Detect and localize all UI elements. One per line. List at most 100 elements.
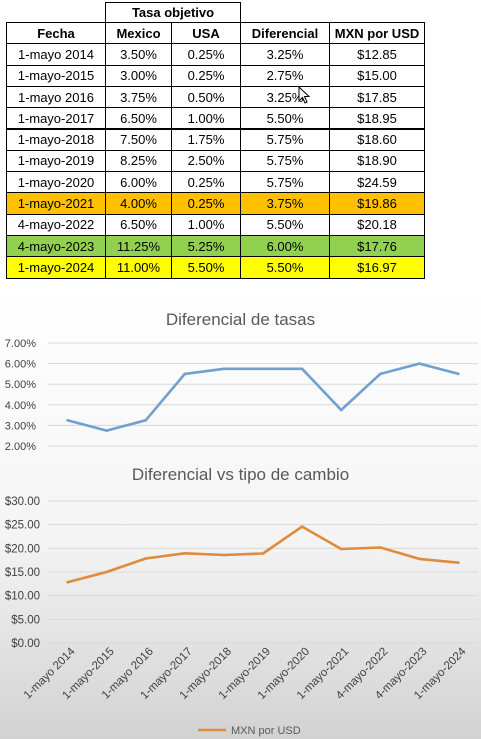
table-cell[interactable]: 5.25%: [171, 235, 241, 258]
table-cell[interactable]: 3.75%: [240, 192, 330, 215]
table-cell[interactable]: 0.50%: [171, 85, 241, 109]
data-point: [339, 547, 343, 551]
data-point: [418, 557, 421, 561]
table-cell[interactable]: 0.25%: [171, 64, 241, 87]
table-cell[interactable]: 1-mayo 2016: [6, 85, 106, 109]
mouse-cursor-icon: [298, 86, 311, 104]
table-cell[interactable]: 5.75%: [240, 128, 330, 151]
table-cell[interactable]: 6.50%: [105, 107, 172, 130]
y-tick-label: 4.00%: [5, 400, 36, 412]
table-cell[interactable]: 4.00%: [105, 192, 172, 215]
table-cell[interactable]: 6.00%: [105, 171, 172, 194]
data-point: [183, 552, 187, 555]
data-point: [105, 570, 108, 574]
table-cell[interactable]: 1-mayo 2014: [6, 43, 106, 66]
data-point: [300, 367, 304, 371]
group-header-tasa-objetivo[interactable]: Tasa objetivo: [105, 2, 241, 23]
data-point: [418, 362, 421, 365]
table-cell[interactable]: 1-mayo-2020: [6, 171, 106, 194]
table-cell[interactable]: 0.25%: [171, 192, 241, 215]
table-cell[interactable]: 5.75%: [240, 149, 330, 173]
data-point: [222, 553, 226, 557]
y-tick-label: 5.00%: [5, 379, 36, 391]
table-cell[interactable]: 5.75%: [240, 171, 330, 194]
column-header[interactable]: USA: [171, 22, 241, 45]
table-cell[interactable]: 0.25%: [171, 43, 241, 66]
table-cell[interactable]: 3.25%: [240, 43, 330, 66]
data-point: [261, 367, 265, 371]
data-point: [66, 418, 69, 422]
column-header[interactable]: Diferencial: [240, 22, 330, 45]
data-point: [183, 372, 187, 376]
table-cell[interactable]: 5.50%: [240, 107, 330, 130]
table-cell[interactable]: 8.25%: [105, 149, 172, 173]
table-cell[interactable]: $16.97: [329, 256, 425, 279]
table-cell[interactable]: 1-mayo-2018: [6, 128, 106, 151]
table-cell[interactable]: 11.25%: [105, 235, 172, 258]
y-tick-label: 3.00%: [5, 420, 36, 432]
data-point: [378, 372, 382, 376]
table-cell[interactable]: 1.00%: [171, 107, 241, 130]
table-cell[interactable]: 5.50%: [171, 256, 241, 279]
table-cell[interactable]: 4-mayo-2022: [6, 213, 106, 236]
table-cell[interactable]: 3.75%: [105, 85, 172, 109]
table-cell[interactable]: $19.86: [329, 192, 425, 215]
table-cell[interactable]: $18.60: [329, 128, 425, 151]
table-cell[interactable]: $20.18: [329, 213, 425, 236]
data-point: [66, 580, 69, 584]
table-cell[interactable]: $18.90: [329, 149, 425, 173]
table-cell[interactable]: 1.75%: [171, 128, 241, 151]
data-point: [457, 372, 460, 376]
table-cell[interactable]: $24.59: [329, 171, 425, 194]
spreadsheet-area: Tasa objetivo Fecha Mexico USA Diferencial MX…: [0, 0, 481, 292]
table-cell[interactable]: 1.00%: [171, 213, 241, 236]
table-cell[interactable]: 1-mayo-2015: [6, 64, 106, 87]
y-tick-label: $0.00: [11, 638, 40, 650]
table-cell[interactable]: $17.85: [329, 85, 425, 109]
table-cell[interactable]: 6.50%: [105, 213, 172, 236]
table-cell[interactable]: 11.00%: [105, 256, 172, 279]
y-tick-label: $20.00: [5, 543, 40, 555]
table-cell[interactable]: 3.50%: [105, 43, 172, 66]
table-cell[interactable]: 5.50%: [240, 213, 330, 236]
table-cell[interactable]: 7.50%: [105, 128, 172, 151]
table-cell[interactable]: 4-mayo-2023: [6, 235, 106, 258]
table-cell[interactable]: $17.76: [329, 235, 425, 258]
table-cell[interactable]: 6.00%: [240, 235, 330, 258]
data-point: [457, 561, 460, 564]
table-cell[interactable]: 1-mayo-2024: [6, 256, 106, 279]
table-cell[interactable]: 1-mayo-2017: [6, 107, 106, 130]
y-tick-label: 2.00%: [5, 441, 36, 453]
data-point: [144, 418, 148, 422]
charts-area: Diferencial de tasas 2.00% 3.00% 4.00% 5.00%…: [0, 292, 481, 739]
table-cell[interactable]: 1-mayo-2019: [6, 149, 106, 173]
table-cell[interactable]: 1-mayo-2021: [6, 192, 106, 215]
data-point: [144, 557, 148, 560]
data-point: [222, 367, 226, 371]
data-point: [300, 525, 304, 528]
table-cell[interactable]: $15.00: [329, 64, 425, 87]
y-tick-label: $25.00: [5, 520, 40, 532]
y-tick-label: 7.00%: [5, 338, 36, 350]
table-cell[interactable]: 2.50%: [171, 149, 241, 173]
table-cell[interactable]: 2.75%: [240, 64, 330, 87]
table-cell[interactable]: 5.50%: [240, 256, 330, 279]
y-tick-label: $30.00: [5, 496, 40, 508]
table-cell[interactable]: 0.25%: [171, 171, 241, 194]
column-header[interactable]: Mexico: [105, 22, 172, 45]
table-cell[interactable]: $12.85: [329, 43, 425, 66]
data-point: [105, 429, 108, 432]
y-tick-label: 6.00%: [5, 359, 36, 371]
column-header[interactable]: MXN por USD: [329, 22, 425, 45]
data-point: [378, 546, 382, 549]
y-tick-label: $10.00: [5, 591, 40, 603]
data-point: [339, 408, 343, 412]
data-point: [261, 552, 265, 555]
y-tick-label: $15.00: [5, 567, 40, 579]
y-tick-label: $5.00: [11, 614, 40, 626]
table-cell[interactable]: 3.00%: [105, 64, 172, 87]
column-header[interactable]: Fecha: [6, 22, 106, 45]
table-cell[interactable]: 3.25%: [240, 85, 330, 109]
table-cell[interactable]: $18.95: [329, 107, 425, 130]
